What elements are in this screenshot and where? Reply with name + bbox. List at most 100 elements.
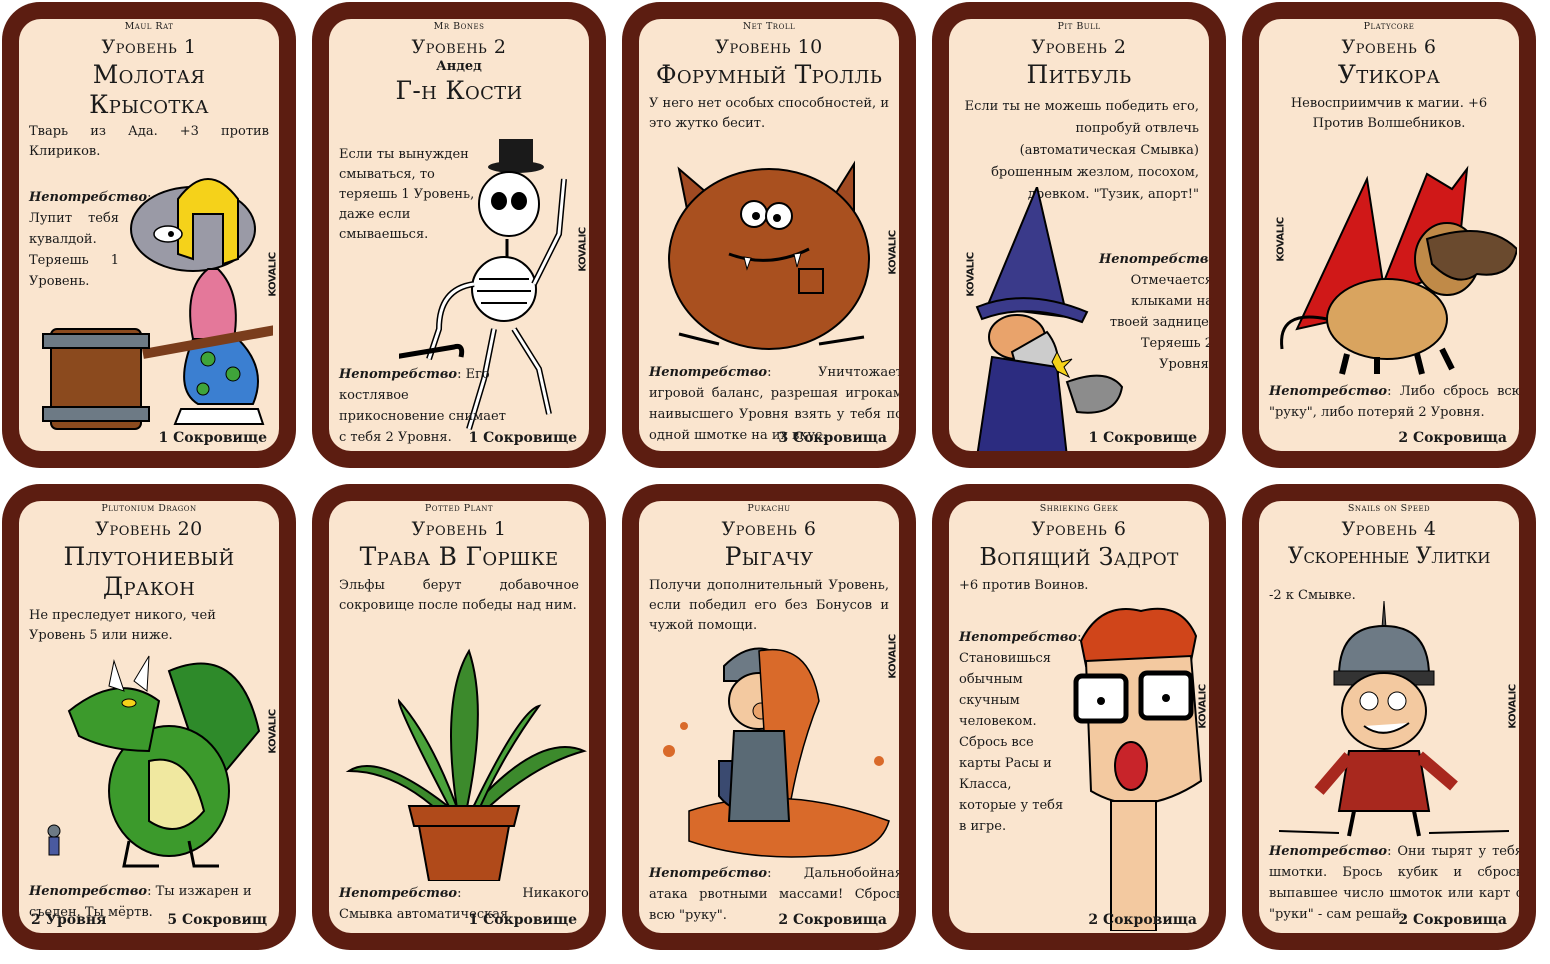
card-level: Уровень 1 — [101, 36, 197, 58]
dragon-illustration — [47, 655, 261, 868]
treasure-count: 2 Сокровища — [1398, 430, 1507, 446]
card-face: Potted Plant Уровень 1 Трава В Горшке Эл… — [329, 501, 589, 933]
bad-stuff-text: Становишься обычным скучным человеком. С… — [959, 651, 1064, 834]
wizard-illustration — [975, 187, 1124, 451]
pukachu-illustration — [663, 647, 890, 858]
card-english-name: Platycore — [1363, 21, 1415, 32]
treasure-count: 1 Сокровище — [468, 912, 578, 928]
card-description: Не преследует никого, чей Уровень 5 или … — [29, 608, 216, 643]
bad-stuff-label: Непотребство — [649, 866, 768, 881]
card-english-name: Mr Bones — [433, 21, 485, 32]
bad-stuff-text: Отмечается клыками на твоей заднице. Тер… — [1109, 273, 1209, 372]
card-title: Утикора — [1337, 60, 1441, 89]
card-title: Г-н Кости — [395, 76, 523, 105]
card-face: Plutonium Dragon Уровень 20 Плутониевый … — [19, 501, 279, 933]
card-level: Уровень 6 — [721, 518, 817, 540]
treasure-count: 1 Сокровище — [158, 430, 268, 446]
card-mr-bones[interactable]: Mr Bones Уровень 2 Андед Г-н Кости Если … — [312, 2, 606, 468]
bad-stuff-label: Непотребство — [1099, 252, 1209, 267]
card-maul-rat[interactable]: Maul Rat Уровень 1 Молотая Крысотка Твар… — [2, 2, 296, 468]
bad-stuff-label: Непотребство — [339, 367, 458, 382]
maul-rat-illustration — [42, 178, 273, 430]
card-description: Тварь из Ада. +3 против Клириков. — [29, 124, 269, 159]
card-pit-bull[interactable]: Pit Bull Уровень 2 Питбуль Если ты не мо… — [932, 2, 1226, 468]
card-description: Получи дополнительный Уровень, если побе… — [649, 578, 889, 633]
artist-signature: KOVALIC — [1275, 217, 1287, 262]
card-face: Net Troll Уровень 10 Форумный Тролль У н… — [639, 19, 899, 451]
bad-stuff-text: Никакого. Смывка автоматическая. — [339, 886, 589, 922]
treasure-count: 1 Сокровище — [1088, 430, 1198, 446]
card-description: Эльфы берут добавочное сокровище после п… — [339, 578, 579, 613]
card-pukachu[interactable]: Pukachu Уровень 6 Рыгачу Получи дополнит… — [622, 484, 916, 950]
card-description: Невосприимчив к магии. +6 Против Волшебн… — [1290, 96, 1488, 131]
card-plutonium-dragon[interactable]: Plutonium Dragon Уровень 20 Плутониевый … — [2, 484, 296, 950]
tiny-adventurer-icon — [47, 824, 61, 856]
bad-stuff: Непотребство: Либо сбрось всю "руку", ли… — [1269, 381, 1519, 423]
card-shrieking-geek[interactable]: Shrieking Geek Уровень 6 Вопящий Задрот … — [932, 484, 1226, 950]
card-title: Питбуль — [1026, 60, 1132, 89]
card-net-troll[interactable]: Net Troll Уровень 10 Форумный Тролль У н… — [622, 2, 916, 468]
card-english-name: Potted Plant — [424, 503, 494, 514]
card-platycore[interactable]: Platycore Уровень 6 Утикора Невосприимчи… — [1242, 2, 1536, 468]
bad-stuff-text: Дальнобойная атака рвотными массами! Сбр… — [649, 866, 899, 923]
card-title: Плутониевый Дракон — [63, 542, 235, 601]
artist-signature: KOVALIC — [887, 634, 899, 679]
bad-stuff: Непотребство: Дальнобойная атака рвотным… — [649, 863, 899, 926]
card-description: Если ты не можешь победить его, попробуй… — [964, 99, 1199, 202]
bad-stuff-text: Ты изжарен и съеден. Ты мёртв. — [29, 884, 252, 920]
bad-stuff-label: Непотребство — [959, 630, 1078, 645]
card-face: Pukachu Уровень 6 Рыгачу Получи дополнит… — [639, 501, 899, 933]
card-face: Shrieking Geek Уровень 6 Вопящий Задрот … — [949, 501, 1209, 933]
artist-signature: KOVALIC — [267, 709, 279, 754]
card-title: Трава В Горшке — [359, 542, 559, 571]
artist-signature: KOVALIC — [965, 252, 977, 297]
card-title: Молотая Крысотка — [89, 60, 209, 119]
card-title: Вопящий Задрот — [979, 543, 1179, 571]
bad-stuff-label: Непотребство — [1269, 844, 1388, 859]
card-description: +6 против Воинов. — [959, 578, 1089, 593]
bad-stuff-text: Они тырят у тебя шмотки. Брось кубик и с… — [1269, 844, 1519, 922]
bad-stuff: Непотребство: Они тырят у тебя шмотки. Б… — [1269, 841, 1519, 925]
card-subtype: Андед — [436, 59, 482, 74]
bad-stuff: Непотребство: Лупит тебя кувалдой. Теряе… — [29, 190, 152, 289]
card-level: Уровень 4 — [1341, 518, 1437, 540]
troll-illustration — [668, 160, 870, 350]
card-description: Если ты вынужден смываться, то теряешь 1… — [339, 147, 475, 242]
card-english-name: Net Troll — [742, 21, 796, 32]
bad-stuff-text: Его костлявое прикосновение снимает с те… — [339, 367, 506, 445]
treasure-count: 2 Сокровища — [778, 912, 887, 928]
card-potted-plant[interactable]: Potted Plant Уровень 1 Трава В Горшке Эл… — [312, 484, 606, 950]
treasure-count: 3 Сокровища — [778, 430, 887, 446]
card-level: Уровень 10 — [715, 36, 823, 58]
bad-stuff: Непотребство: Становишься обычным скучны… — [959, 630, 1082, 834]
artist-signature: KOVALIC — [1197, 684, 1209, 729]
artist-signature: KOVALIC — [887, 230, 899, 275]
card-level: Уровень 2 — [411, 36, 507, 58]
artist-signature: KOVALIC — [577, 227, 589, 272]
skeleton-illustration — [399, 139, 567, 430]
snail-rider-illustration — [1279, 601, 1509, 837]
card-english-name: Pit Bull — [1057, 21, 1101, 32]
treasure-count: 5 Сокровищ — [167, 912, 267, 928]
card-level: Уровень 20 — [95, 518, 203, 540]
potted-plant-illustration — [345, 648, 587, 881]
bad-stuff: Непотребство: Отмечается клыками на твое… — [1099, 249, 1209, 375]
card-face: Maul Rat Уровень 1 Молотая Крысотка Твар… — [19, 19, 279, 451]
bad-stuff-label: Непотребство — [649, 365, 768, 380]
card-level: Уровень 6 — [1341, 36, 1437, 58]
bad-stuff-label: Непотребство — [29, 884, 148, 899]
geek-illustration — [1073, 607, 1203, 931]
bad-stuff-label: Непотребство — [1269, 384, 1388, 399]
treasure-count: 2 Сокровища — [1398, 912, 1507, 928]
bad-stuff-label: Непотребство — [339, 886, 458, 901]
levels-reward: 2 Уровня — [31, 912, 107, 928]
card-level: Уровень 2 — [1031, 36, 1127, 58]
card-level: Уровень 6 — [1031, 518, 1127, 540]
card-level: Уровень 1 — [411, 518, 507, 540]
card-snails-on-speed[interactable]: Snails on Speed Уровень 4 Ускоренные Ули… — [1242, 484, 1536, 950]
card-english-name: Maul Rat — [124, 21, 174, 32]
card-description: -2 к Смывке. — [1269, 588, 1356, 603]
card-face: Mr Bones Уровень 2 Андед Г-н Кости Если … — [329, 19, 589, 451]
artist-signature: KOVALIC — [1507, 684, 1519, 729]
card-title: Форумный Тролль — [655, 60, 883, 89]
